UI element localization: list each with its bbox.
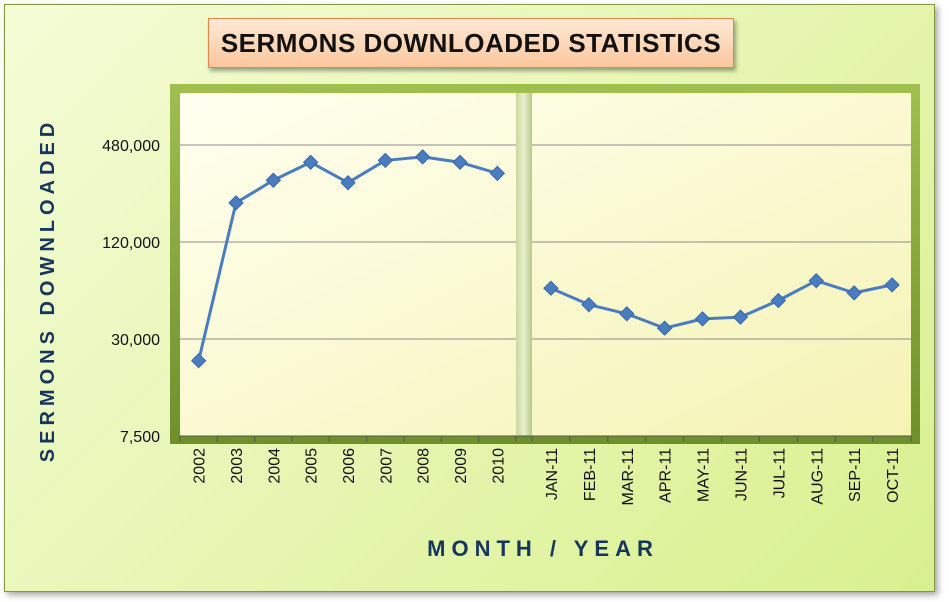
x-tick-label: JUL-11 [771,448,788,498]
x-tick-label: APR-11 [658,448,675,503]
data-point [228,195,244,211]
x-tick-label: 2003 [229,448,246,484]
y-tick-label: 480,000 [102,138,160,155]
series-layer [190,149,900,369]
data-point [302,154,319,170]
data-point [808,273,824,289]
label-layer: 7,500 30,000 120,000 480,000 2002 2003 2004 200… [102,138,902,506]
data-point [452,154,468,170]
series-line [550,279,893,330]
y-tick-label: 7,500 [120,429,160,446]
data-point [489,165,506,182]
data-point [414,149,431,165]
x-tick-label: JUN-11 [733,448,750,501]
data-point [265,172,282,188]
axis-layer [179,435,912,442]
x-tick-label: MAY-11 [696,448,713,502]
plot-area [180,93,911,436]
data-point [340,175,356,191]
x-tick-label: 2005 [304,448,321,484]
y-tick-label: 30,000 [111,332,160,349]
x-tick-label: 2009 [453,448,470,484]
grid-layer [180,144,911,340]
data-point [581,296,597,313]
x-tick-label: 2010 [490,448,507,484]
y-tick-label: 120,000 [102,235,160,252]
data-point [694,311,711,327]
x-axis-title: MONTH / YEAR [427,536,659,561]
x-tick-label: FEB-11 [582,448,599,501]
y-axis-title: SERMONS DOWNLOADED [37,118,59,462]
data-point [543,280,559,296]
x-tick-label: AUG-11 [809,448,826,505]
x-tick-label: 2002 [192,448,209,484]
x-tick-label: 2008 [416,448,433,484]
data-point [377,152,394,169]
chart-title-box: SERMONS DOWNLOADED STATISTICS [208,18,734,68]
data-point [884,277,900,293]
data-point [619,306,635,322]
data-point [656,320,673,336]
x-tick-label: SEP-11 [847,448,864,502]
panel-divider [516,93,532,436]
x-tick-label: 2004 [266,448,283,484]
data-point [732,309,749,325]
chart-title: SERMONS DOWNLOADED STATISTICS [220,27,722,58]
data-point [770,292,787,309]
x-tick-label: MAR-11 [620,448,637,506]
x-tick-label: 2006 [341,448,358,484]
x-tick-label: 2007 [378,448,395,484]
data-point [190,352,207,369]
data-point [846,285,862,301]
x-tick-label: OCT-11 [885,448,902,503]
x-tick-label: JAN-11 [544,448,561,500]
